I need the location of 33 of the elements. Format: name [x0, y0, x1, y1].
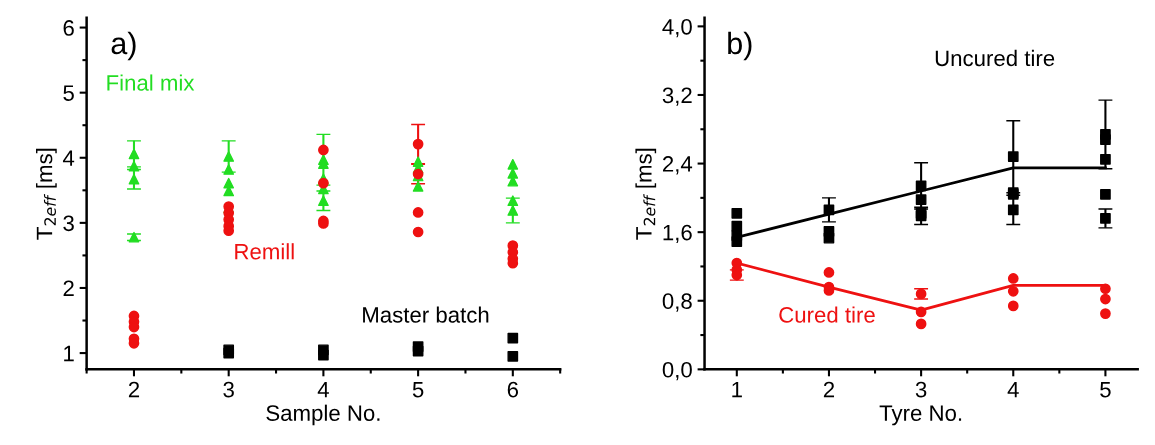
y-tick-label: 5 — [63, 85, 74, 101]
y-tick-label: 0,0 — [662, 361, 692, 381]
annotation: a) — [111, 31, 136, 61]
y-tick-label: 3,2 — [662, 87, 692, 106]
y-tick-label: 1,6 — [663, 224, 692, 244]
y-tick-label: 1 — [64, 345, 74, 362]
x-tick-label: 3 — [223, 381, 234, 398]
y-tick-label: 3 — [63, 215, 74, 232]
x-axis-title: Sample No. — [266, 404, 380, 426]
series-label: Remill — [235, 243, 294, 260]
y-tick-label: 0,8 — [662, 293, 692, 312]
annotation: b) — [728, 31, 752, 61]
series-label: Master batch — [363, 306, 489, 323]
x-tick-label: 4 — [317, 381, 329, 398]
x-tick-label: 5 — [1100, 381, 1111, 398]
text: Uncured tire — [935, 49, 1055, 67]
x-tick-label: 5 — [412, 381, 424, 398]
y-axis-title: T$_{2eff}$ [ms] — [36, 148, 57, 240]
y-tick-label: 4 — [62, 150, 75, 166]
y-axis-title: T$_{2eff}$ [ms] — [635, 148, 657, 240]
x-tick-label: 6 — [507, 381, 519, 398]
x-tick-label: 3 — [915, 381, 927, 398]
x-tick-label: 1 — [732, 381, 742, 398]
x-tick-label: 4 — [1007, 381, 1019, 398]
text: Final mix — [107, 74, 195, 91]
y-tick-label: 2 — [63, 280, 74, 297]
series-label: Cured tire — [779, 306, 875, 323]
y-tick-label: 6 — [63, 20, 74, 36]
x-axis-title: Tyre No. — [879, 405, 962, 426]
y-tick-label: 4,0 — [662, 18, 692, 38]
x-tick-label: 2 — [823, 381, 835, 398]
y-tick-label: 2,4 — [662, 156, 693, 175]
x-tick-label: 2 — [128, 381, 140, 398]
